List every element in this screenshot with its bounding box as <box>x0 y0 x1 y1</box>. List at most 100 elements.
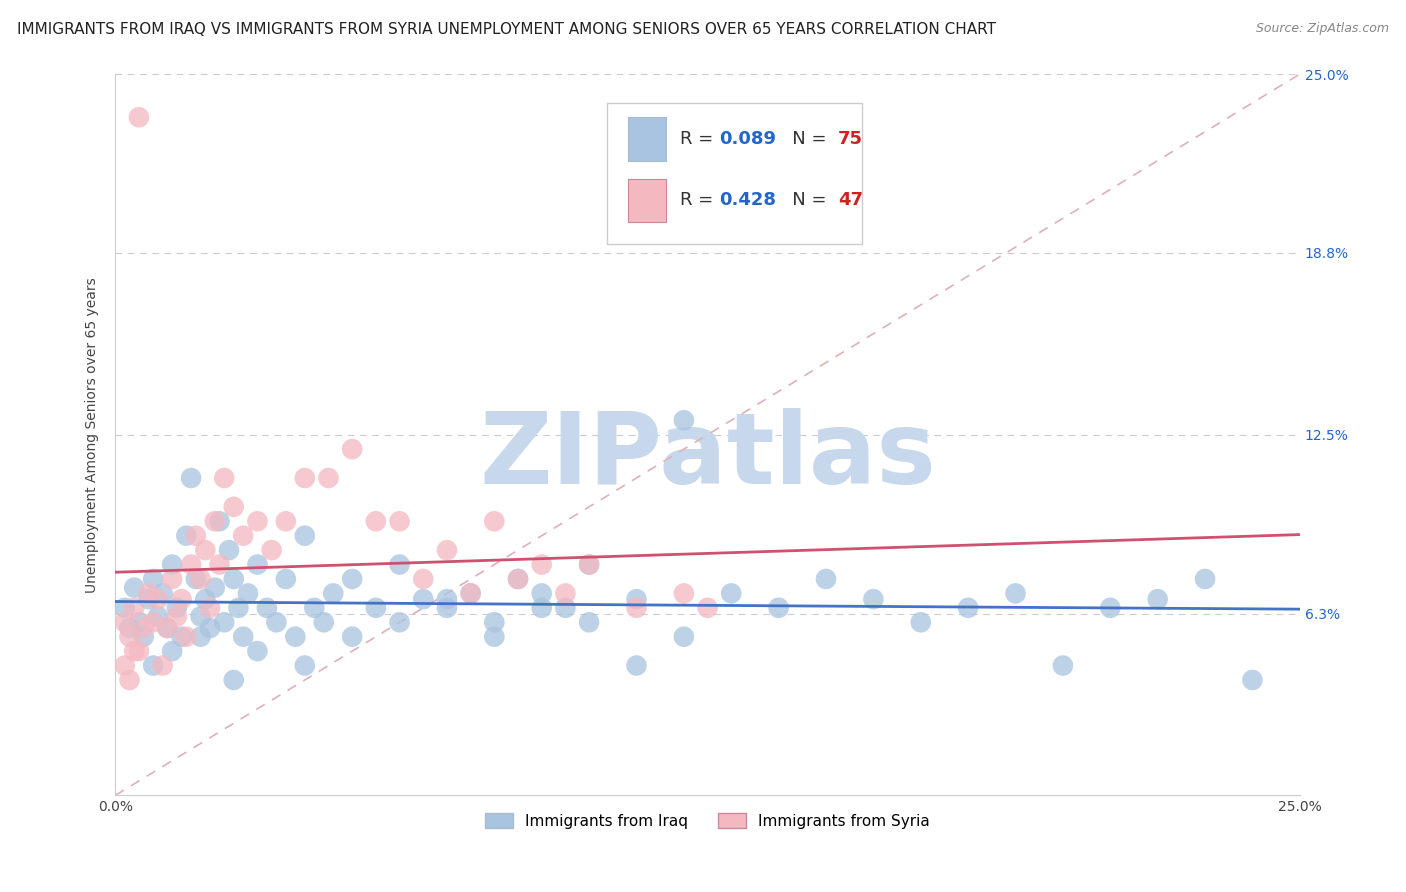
Point <box>626 658 648 673</box>
Point <box>160 572 183 586</box>
Point <box>364 600 387 615</box>
Text: N =: N = <box>775 191 832 210</box>
Point <box>194 592 217 607</box>
Point <box>412 592 434 607</box>
Point <box>128 615 150 630</box>
Point <box>156 621 179 635</box>
Text: 0.428: 0.428 <box>720 191 776 210</box>
Point <box>208 514 231 528</box>
Point <box>672 630 695 644</box>
Point <box>294 658 316 673</box>
Point <box>138 586 160 600</box>
Point <box>128 644 150 658</box>
Point <box>266 615 288 630</box>
Text: 75: 75 <box>838 130 863 148</box>
Point <box>484 630 506 644</box>
Point <box>246 558 269 572</box>
Point <box>1052 658 1074 673</box>
Point <box>312 615 335 630</box>
Point <box>122 581 145 595</box>
Point <box>484 514 506 528</box>
Text: R =: R = <box>681 191 720 210</box>
Point <box>578 558 600 572</box>
Point <box>436 600 458 615</box>
Point <box>626 600 648 615</box>
Point <box>340 572 363 586</box>
Point <box>554 600 576 615</box>
Point <box>166 609 188 624</box>
Point <box>152 586 174 600</box>
Point <box>232 630 254 644</box>
Point <box>236 586 259 600</box>
Point <box>530 586 553 600</box>
Point <box>910 615 932 630</box>
Point <box>166 600 188 615</box>
Point <box>554 586 576 600</box>
Point <box>176 630 198 644</box>
Point <box>364 514 387 528</box>
Point <box>142 658 165 673</box>
Point <box>318 471 340 485</box>
Point <box>132 630 155 644</box>
Point <box>484 615 506 630</box>
Point <box>340 442 363 457</box>
Point <box>212 615 235 630</box>
FancyBboxPatch shape <box>628 118 666 161</box>
Point <box>412 572 434 586</box>
Point <box>146 609 169 624</box>
Point <box>388 514 411 528</box>
Point <box>626 592 648 607</box>
Point <box>114 615 136 630</box>
Point <box>530 600 553 615</box>
Point <box>460 586 482 600</box>
Point <box>128 111 150 125</box>
Point <box>388 558 411 572</box>
Point <box>530 558 553 572</box>
Point <box>184 529 207 543</box>
Point <box>246 644 269 658</box>
Point <box>340 630 363 644</box>
Point <box>1004 586 1026 600</box>
Point <box>170 592 193 607</box>
Point <box>284 630 307 644</box>
Point <box>138 592 160 607</box>
Point <box>198 600 221 615</box>
Point <box>132 621 155 635</box>
Point <box>957 600 980 615</box>
Point <box>322 586 344 600</box>
Point <box>114 600 136 615</box>
Point <box>294 529 316 543</box>
Text: R =: R = <box>681 130 720 148</box>
Point <box>460 586 482 600</box>
FancyBboxPatch shape <box>607 103 862 244</box>
Point <box>180 558 202 572</box>
Point <box>1099 600 1122 615</box>
Point <box>274 514 297 528</box>
Point <box>146 592 169 607</box>
Point <box>1194 572 1216 586</box>
Point <box>768 600 790 615</box>
Point <box>304 600 326 615</box>
Point <box>184 572 207 586</box>
Point <box>160 558 183 572</box>
Point <box>672 586 695 600</box>
Point <box>118 621 141 635</box>
Point <box>142 572 165 586</box>
Y-axis label: Unemployment Among Seniors over 65 years: Unemployment Among Seniors over 65 years <box>86 277 100 592</box>
Legend: Immigrants from Iraq, Immigrants from Syria: Immigrants from Iraq, Immigrants from Sy… <box>479 806 936 835</box>
Point <box>578 558 600 572</box>
Point <box>720 586 742 600</box>
Point <box>274 572 297 586</box>
Point <box>696 600 718 615</box>
Point <box>436 543 458 558</box>
Text: IMMIGRANTS FROM IRAQ VS IMMIGRANTS FROM SYRIA UNEMPLOYMENT AMONG SENIORS OVER 65: IMMIGRANTS FROM IRAQ VS IMMIGRANTS FROM … <box>17 22 995 37</box>
Point <box>190 630 212 644</box>
Point <box>118 630 141 644</box>
Point <box>294 471 316 485</box>
Point <box>228 600 250 615</box>
Point <box>114 658 136 673</box>
Point <box>194 543 217 558</box>
Point <box>190 609 212 624</box>
Point <box>122 600 145 615</box>
Point <box>122 644 145 658</box>
